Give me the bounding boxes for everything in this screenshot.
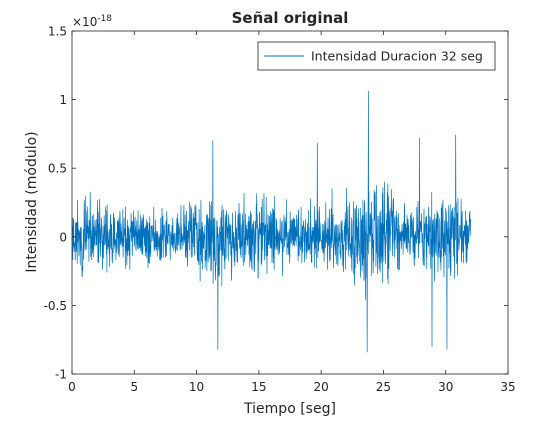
y-axis-label: Intensidad (módulo) xyxy=(24,131,40,272)
x-tick-label: 10 xyxy=(189,380,204,394)
y-exponent-base: ×10 xyxy=(72,15,97,29)
y-tick-label: 1 xyxy=(59,93,67,107)
x-tick-label: 0 xyxy=(68,380,76,394)
legend: Intensidad Duracion 32 seg xyxy=(257,41,496,71)
y-exponent-power: -18 xyxy=(97,14,112,24)
y-tick-label: 0 xyxy=(59,230,67,244)
x-tick-label: 5 xyxy=(130,380,138,394)
axis-ticks: 0 5 10 15 20 25 30 35 -1 -0.5 0 0.5 1 1.5 xyxy=(44,25,516,395)
x-tick-label: 35 xyxy=(500,380,515,394)
x-tick-label: 15 xyxy=(251,380,266,394)
y-tick-label: 0.5 xyxy=(48,162,67,176)
legend-label: Intensidad Duracion 32 seg xyxy=(311,49,483,64)
series-line-intensidad xyxy=(71,91,471,353)
y-tick-label: -0.5 xyxy=(44,299,67,313)
x-tick-label: 20 xyxy=(314,380,329,394)
x-tick-label: 30 xyxy=(438,380,453,394)
axes-frame xyxy=(71,30,509,375)
y-tick-label: -1 xyxy=(55,368,67,382)
plot-area xyxy=(71,30,509,375)
axes-background xyxy=(72,31,508,374)
svg-text:×10-18: ×10-18 xyxy=(72,14,112,29)
y-exponent-label: ×10-18 xyxy=(72,14,112,29)
chart-title: Señal original xyxy=(232,9,349,27)
x-tick-label: 25 xyxy=(376,380,391,394)
y-tick-label: 1.5 xyxy=(48,25,67,39)
x-axis-label: Tiempo [seg] xyxy=(243,401,336,417)
